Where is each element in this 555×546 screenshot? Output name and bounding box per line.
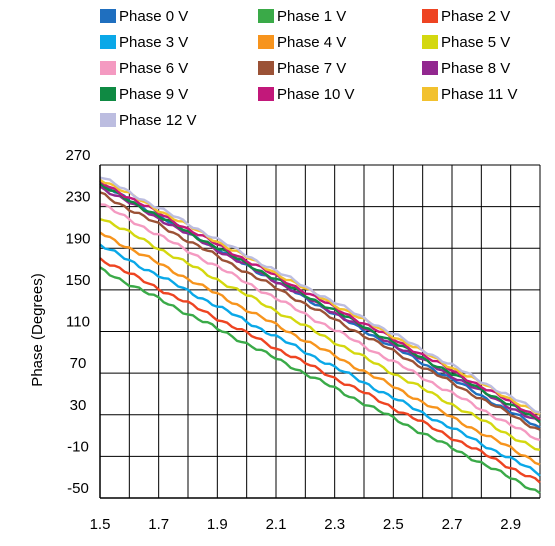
legend-label: Phase 7 V [277,59,347,77]
legend-item: Phase 10 V [258,84,355,104]
series-line [99,203,541,442]
legend-item: Phase 3 V [100,32,188,52]
x-tick-label: 2.1 [266,516,287,533]
y-tick-labels: 270 230 190 150 110 70 30 -10 -50 [65,147,90,497]
legend-swatch [422,9,438,23]
series-line [99,176,541,414]
x-tick-labels: 1.5 1.7 1.9 2.1 2.3 2.5 2.7 2.9 [90,516,522,533]
axes [99,165,540,499]
y-axis-label: Phase (Degrees) [29,273,46,386]
legend-swatch [258,35,274,49]
series-line [99,217,541,451]
y-tick-label: 30 [70,397,87,414]
x-tick-label: 2.3 [324,516,345,533]
y-tick-label: -10 [67,438,89,455]
x-tick-label: 2.9 [500,516,521,533]
x-tick-label: 1.9 [207,516,228,533]
legend-item: Phase 2 V [422,6,510,26]
series-line [99,179,541,421]
legend-label: Phase 9 V [119,85,189,103]
legend-label: Phase 0 V [119,7,189,25]
grid [99,164,541,499]
legend-label: Phase 4 V [277,33,347,51]
legend-item: Phase 6 V [100,58,188,78]
legend-item: Phase 7 V [258,58,346,78]
legend-label: Phase 8 V [441,59,511,77]
legend-label: Phase 10 V [277,85,355,103]
legend-label: Phase 12 V [119,111,197,129]
legend-label: Phase 6 V [119,59,189,77]
y-tick-label: 110 [66,314,90,331]
legend-label: Phase 11 V [441,85,518,103]
x-tick-label: 2.7 [442,516,463,533]
legend-item: Phase 11 V [422,84,517,104]
legend-swatch [100,87,116,101]
x-tick-label: 2.5 [383,516,404,533]
series-lines [99,176,541,495]
series-line [99,231,541,466]
legend-swatch [100,113,116,127]
x-tick-label: 1.7 [148,516,169,533]
legend-item: Phase 0 V [100,6,188,26]
legend-swatch [258,87,274,101]
legend-label: Phase 3 V [119,33,189,51]
x-tick-label: 1.5 [90,516,111,533]
y-tick-label: 70 [70,355,87,372]
legend-item: Phase 12 V [100,110,197,130]
legend-item: Phase 5 V [422,32,510,52]
series-line [99,191,541,431]
y-tick-label: 230 [65,189,90,206]
legend-swatch [422,87,438,101]
series-line [99,257,541,484]
series-line [99,266,541,495]
y-tick-label: 270 [65,147,90,164]
series-line [99,178,541,416]
legend-item: Phase 1 V [258,6,346,26]
series-line [99,243,541,477]
legend-swatch [422,61,438,75]
y-tick-label: 150 [65,272,90,289]
legend-item: Phase 4 V [258,32,346,52]
y-tick-label: -50 [67,480,89,497]
legend-item: Phase 9 V [100,84,188,104]
legend-swatch [422,35,438,49]
legend-swatch [258,61,274,75]
legend-swatch [100,9,116,23]
legend-item: Phase 8 V [422,58,510,78]
legend-swatch [100,35,116,49]
y-tick-label: 190 [65,230,90,247]
legend-label: Phase 1 V [277,7,347,25]
legend-label: Phase 2 V [441,7,511,25]
legend-swatch [100,61,116,75]
legend-label: Phase 5 V [441,33,511,51]
legend-swatch [258,9,274,23]
